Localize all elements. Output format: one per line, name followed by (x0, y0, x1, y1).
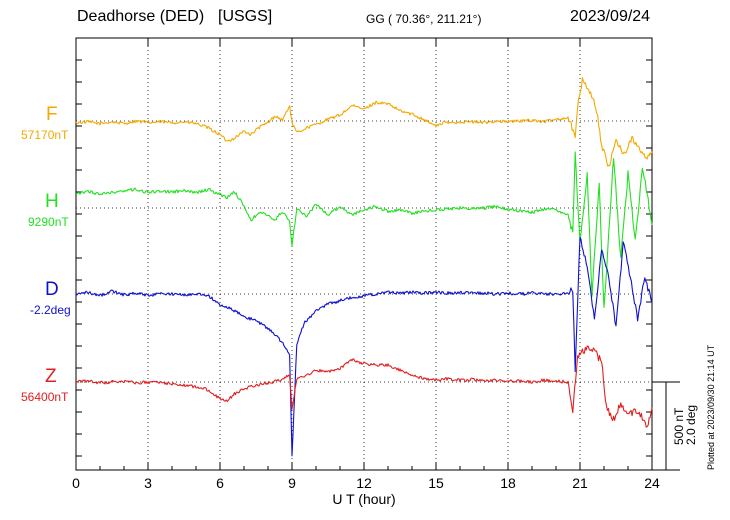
x-tick-label: 12 (356, 475, 372, 491)
scale-deg-label: 2.0 deg (684, 404, 698, 445)
station-coords: GG ( 70.36°, 211.21°) (366, 12, 482, 26)
series-line-h (75, 151, 653, 308)
x-tick-label: 21 (572, 475, 588, 491)
plotted-timestamp: Plotted at 2023/09/30 21:14 UT (706, 344, 716, 470)
series-label-z: Z (45, 366, 57, 387)
series-baseline-h: 9290nT (28, 215, 69, 229)
network-label: [USGS] (218, 8, 273, 25)
series-baseline-z: 56400nT (21, 390, 69, 404)
series-label-d: D (45, 279, 59, 300)
series-label-h: H (45, 191, 59, 212)
series-baseline-d: -2.2deg (30, 303, 71, 317)
series-line-z (75, 345, 653, 428)
x-tick-label: 6 (216, 475, 224, 491)
x-tick-label: 9 (288, 475, 296, 491)
series-baseline-f: 57170nT (21, 128, 69, 142)
station-name: Deadhorse (DED) (77, 8, 205, 25)
x-tick-label: 18 (500, 475, 516, 491)
chart-date: 2023/09/24 (570, 8, 651, 25)
x-tick-label: 24 (644, 475, 660, 491)
series-line-f (75, 77, 653, 167)
x-tick-label: 0 (72, 475, 80, 491)
series-label-f: F (46, 104, 58, 125)
x-axis-label: U T (hour) (332, 491, 395, 507)
x-tick-label: 3 (144, 475, 152, 491)
x-tick-label: 15 (428, 475, 444, 491)
series-line-d (75, 237, 653, 457)
